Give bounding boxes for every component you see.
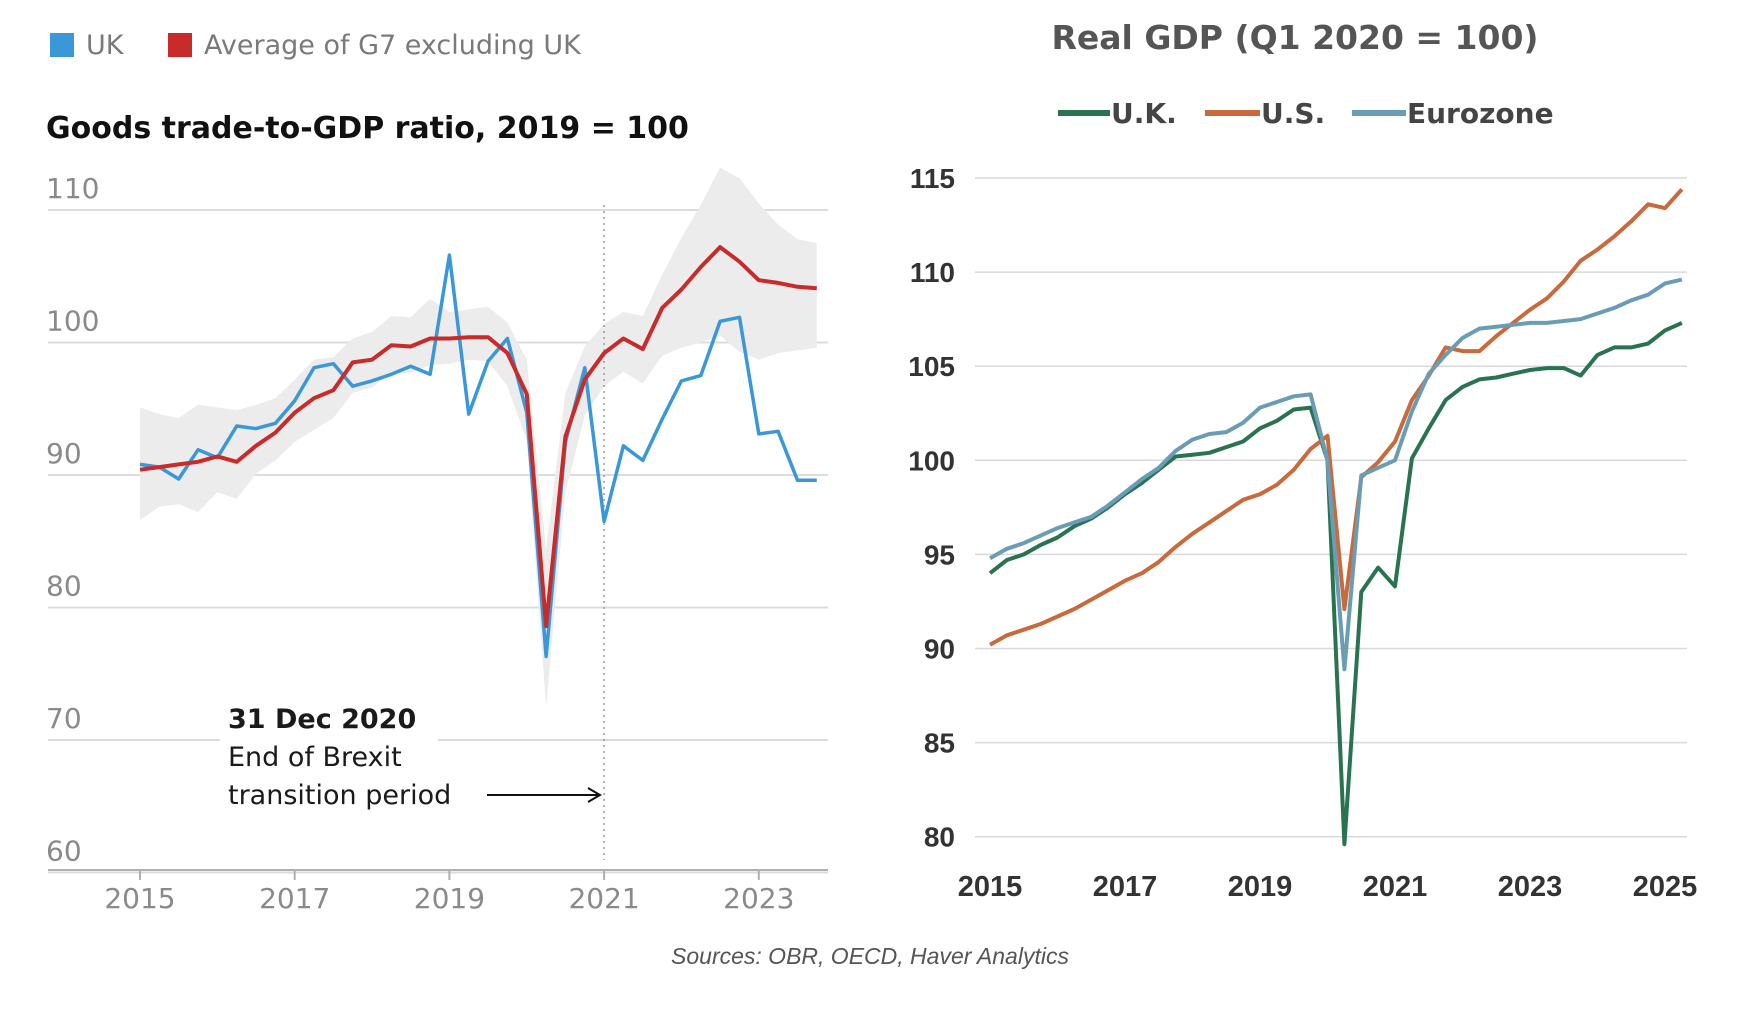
legend-label-uk-gdp: U.K. xyxy=(1111,97,1177,130)
y-tick-label: 80 xyxy=(924,822,955,853)
y-tick-label: 85 xyxy=(924,728,955,759)
right-x-axis: 2015 2017 2019 2021 2023 2025 xyxy=(958,871,1698,903)
right-chart: Real GDP (Q1 2020 = 100) U.K. U.S. Euroz… xyxy=(908,18,1697,903)
annotation-line-1: End of Brexit xyxy=(228,742,402,773)
y-tick-label: 115 xyxy=(910,163,955,194)
annotation-arrowhead xyxy=(587,787,602,803)
left-legend: UK Average of G7 excluding UK xyxy=(50,30,582,61)
y-tick-label: 90 xyxy=(924,634,955,665)
right-series-lines xyxy=(988,187,1684,847)
series-line-average-of-g7-excluding-uk xyxy=(139,245,817,629)
legend-swatch-g7 xyxy=(168,33,192,57)
series-line-eurozone xyxy=(989,277,1683,672)
right-legend: U.K. U.S. Eurozone xyxy=(1058,97,1554,130)
series-line-u-s xyxy=(989,187,1684,647)
legend-swatch-uk xyxy=(50,33,74,57)
y-tick-label: 110 xyxy=(910,257,955,288)
x-tick-label: 2023 xyxy=(723,882,794,915)
annotation-title: 31 Dec 2020 xyxy=(228,704,416,735)
right-gridlines xyxy=(975,177,1687,838)
left-x-axis: 2015 2017 2019 2021 2023 xyxy=(48,869,828,915)
annotation-line-2: transition period xyxy=(228,780,451,811)
annotation-background xyxy=(220,697,438,814)
x-tick-label: 2017 xyxy=(259,882,330,915)
left-range-band xyxy=(140,167,817,707)
x-tick-label: 2019 xyxy=(1228,871,1293,903)
left-y-tick-labels: 60 70 80 90 100 110 xyxy=(46,172,99,868)
y-tick-label: 90 xyxy=(46,437,82,470)
x-tick-label: 2025 xyxy=(1633,871,1698,903)
x-tick-label: 2015 xyxy=(104,882,175,915)
y-tick-label: 60 xyxy=(46,835,82,868)
y-tick-label: 95 xyxy=(924,539,955,570)
y-tick-label: 80 xyxy=(46,570,82,603)
x-tick-label: 2015 xyxy=(958,871,1023,903)
left-chart: UK Average of G7 excluding UK Goods trad… xyxy=(46,30,828,915)
x-tick-label: 2019 xyxy=(414,882,485,915)
x-tick-label: 2021 xyxy=(1363,871,1428,903)
brexit-annotation: 31 Dec 2020 End of Brexit transition per… xyxy=(220,697,602,814)
y-tick-label: 100 xyxy=(46,305,99,338)
y-tick-label: 70 xyxy=(46,702,82,735)
right-y-tick-labels: 80 85 90 95 100 105 110 115 xyxy=(908,163,955,853)
legend-label-eurozone-gdp: Eurozone xyxy=(1407,97,1554,130)
x-tick-label: 2021 xyxy=(568,882,639,915)
source-note: Sources: OBR, OECD, Haver Analytics xyxy=(671,943,1069,969)
y-tick-label: 105 xyxy=(908,351,955,382)
legend-label-uk: UK xyxy=(86,30,125,61)
series-line-uk xyxy=(139,253,817,659)
right-chart-title: Real GDP (Q1 2020 = 100) xyxy=(1051,18,1538,57)
y-tick-label: 100 xyxy=(908,445,955,476)
x-tick-label: 2023 xyxy=(1498,871,1563,903)
band-area xyxy=(140,167,817,707)
legend-label-g7: Average of G7 excluding UK xyxy=(204,30,582,61)
y-tick-label: 110 xyxy=(46,172,99,205)
left-chart-title: Goods trade-to-GDP ratio, 2019 = 100 xyxy=(46,111,689,146)
x-tick-label: 2017 xyxy=(1093,871,1158,903)
left-series-lines xyxy=(139,245,817,659)
legend-label-us-gdp: U.S. xyxy=(1261,97,1325,130)
